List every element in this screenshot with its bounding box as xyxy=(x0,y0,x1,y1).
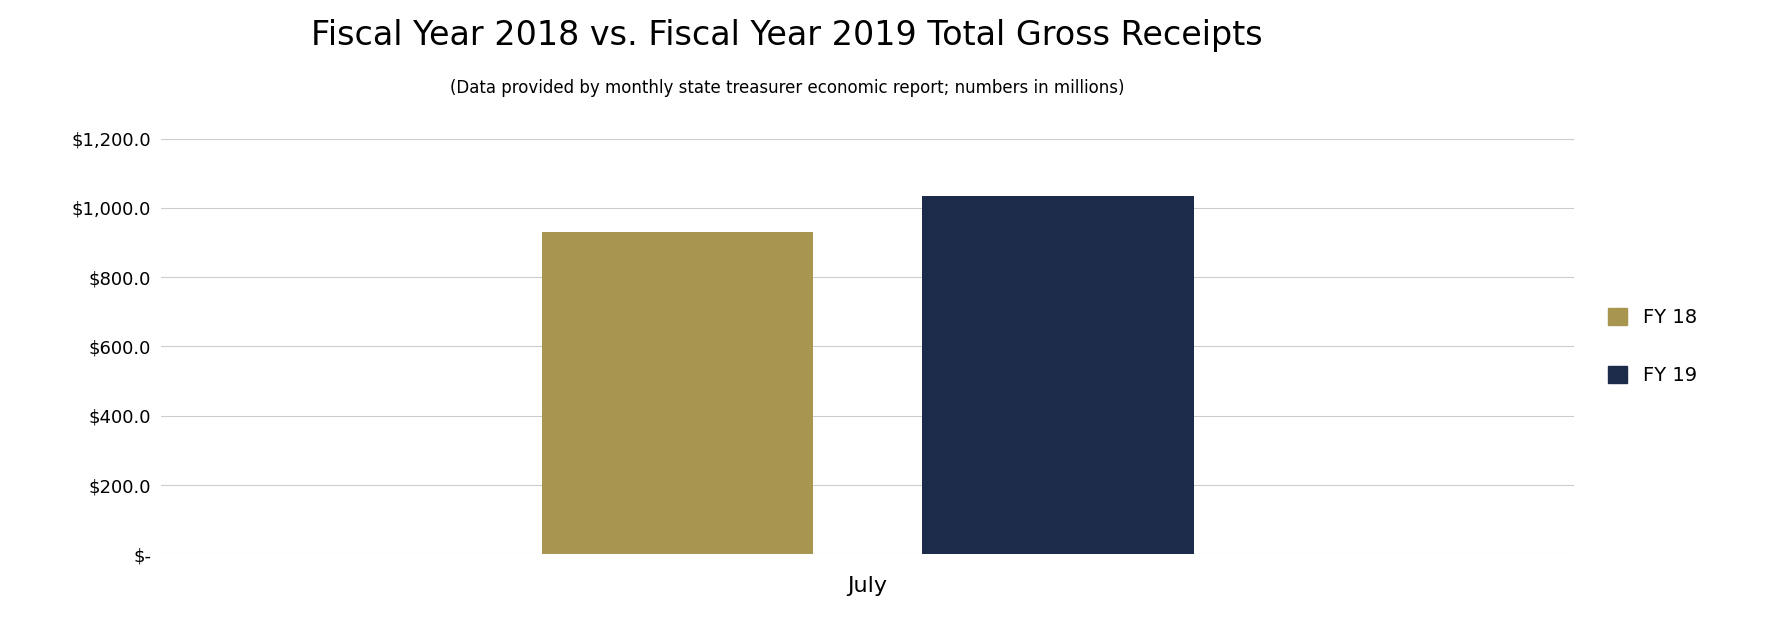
Text: (Data provided by monthly state treasurer economic report; numbers in millions): (Data provided by monthly state treasure… xyxy=(449,79,1125,97)
Legend: FY 18, FY 19: FY 18, FY 19 xyxy=(1598,298,1707,395)
Bar xyxy=(542,232,814,554)
Text: Fiscal Year 2018 vs. Fiscal Year 2019 Total Gross Receipts: Fiscal Year 2018 vs. Fiscal Year 2019 To… xyxy=(311,19,1263,52)
Bar xyxy=(921,196,1193,554)
